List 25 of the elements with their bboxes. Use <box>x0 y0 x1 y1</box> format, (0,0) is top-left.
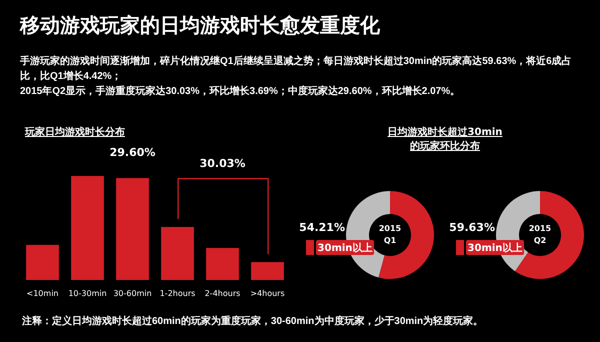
x-tick-label: <10min <box>26 289 58 298</box>
text: 手游玩家的游戏时间逐渐增加，碎片化情况继Q1后继续呈退减之势；每日游戏时长超过30min的玩家高达59.63%，将近6成占比，比Q1增长4.42%； 2015年Q2显示，手游重度玩家达30.03%，环比增长3.69%；中度玩家达29.60%，环比增长2.07%。 <box>20 54 573 99</box>
bar <box>26 244 59 280</box>
chart-title: 日均游戏时长超过30min的玩家环比分布 <box>388 126 502 152</box>
legend-label: 30min以上 <box>318 242 372 254</box>
x-tick-label: 10-30min <box>68 289 107 298</box>
x-tick-label: 30-60min <box>113 289 152 298</box>
x-tick-label: 2-4hours <box>204 289 240 298</box>
chart-title: 玩家日均游戏时长分布 <box>24 126 125 138</box>
text: 注释：定义日均游戏时长超过60min的玩家为重度玩家，30-60min为中度玩家，少于30min为轻度玩家。 <box>22 314 484 328</box>
x-tick-label: >4hours <box>250 289 285 298</box>
bar <box>206 248 239 280</box>
legend-label: 30min以上 <box>468 242 522 254</box>
text: 30.03% <box>200 157 246 170</box>
data-label: 29.60% <box>110 146 156 160</box>
bar <box>71 176 104 280</box>
data-label: 59.63% <box>449 221 495 234</box>
bar <box>251 262 284 280</box>
bar <box>116 178 149 280</box>
text: 2015 Q2 <box>528 224 552 245</box>
data-label: 54.21% <box>299 221 345 234</box>
donut-slice <box>378 191 434 279</box>
x-tick-label: 1-2hours <box>160 289 196 298</box>
text: 移动游戏玩家的日均游戏时长愈发重度化 <box>20 14 380 39</box>
text: 2015 Q1 <box>378 224 402 245</box>
